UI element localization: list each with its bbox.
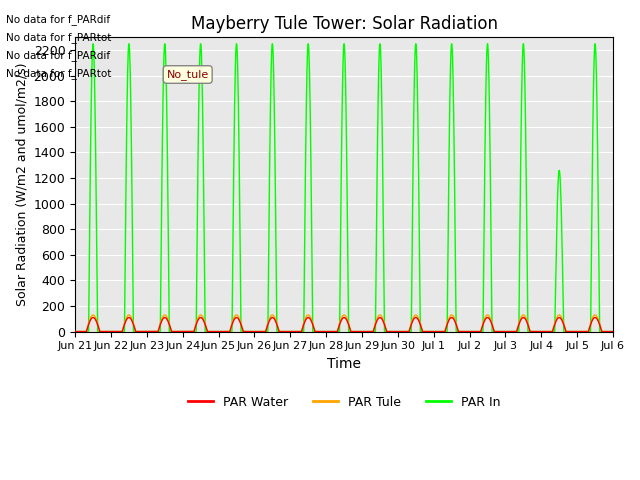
- Text: No data for f_PARdif: No data for f_PARdif: [6, 50, 111, 61]
- Text: No_tule: No_tule: [166, 69, 209, 80]
- Title: Mayberry Tule Tower: Solar Radiation: Mayberry Tule Tower: Solar Radiation: [191, 15, 497, 33]
- X-axis label: Time: Time: [327, 357, 361, 371]
- Legend: PAR Water, PAR Tule, PAR In: PAR Water, PAR Tule, PAR In: [183, 391, 506, 414]
- Y-axis label: Solar Radiation (W/m2 and umol/m2/s): Solar Radiation (W/m2 and umol/m2/s): [15, 63, 28, 306]
- Text: No data for f_PARdif: No data for f_PARdif: [6, 13, 111, 24]
- Text: No data for f_PARtot: No data for f_PARtot: [6, 32, 112, 43]
- Text: No data for f_PARtot: No data for f_PARtot: [6, 68, 112, 79]
